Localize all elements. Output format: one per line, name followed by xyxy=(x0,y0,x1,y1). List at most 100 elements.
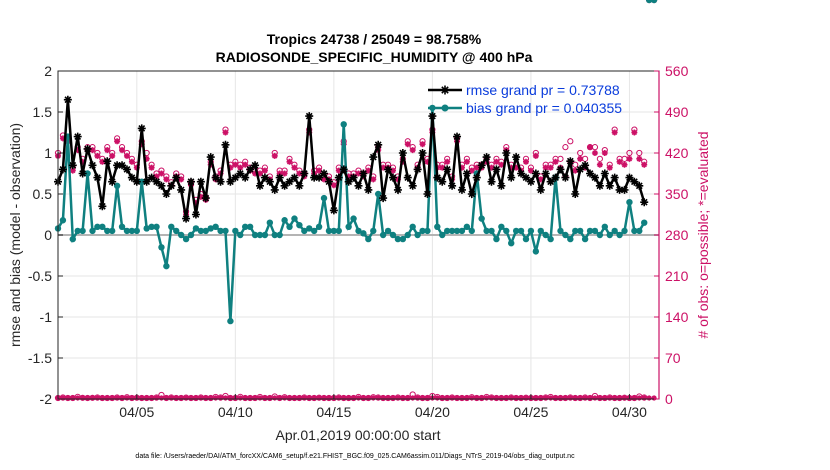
obs-evaluated-point xyxy=(616,158,623,165)
bias-point xyxy=(330,227,338,235)
rmse-point xyxy=(98,202,107,211)
obs-bottom-evaluated-point xyxy=(158,395,165,401)
rmse-point xyxy=(457,185,466,194)
obs-bottom-evaluated-point xyxy=(291,395,298,401)
obs-possible-point xyxy=(577,149,584,157)
obs-bottom-evaluated-point xyxy=(587,395,593,401)
rmse-point xyxy=(433,173,442,182)
bias-point xyxy=(286,223,293,230)
bias-point xyxy=(182,235,190,243)
bias-point xyxy=(306,225,313,232)
obs-bottom-evaluated-point xyxy=(469,395,475,401)
obs-bottom-evaluated-point xyxy=(464,395,470,401)
obs-bottom-evaluated-point xyxy=(168,395,174,401)
obs-evaluated-point xyxy=(306,129,313,136)
bias-point xyxy=(483,227,490,235)
bias-point xyxy=(463,223,471,230)
obs-bottom-evaluated-point xyxy=(400,395,406,401)
rmse-point xyxy=(88,161,97,170)
bias-point xyxy=(443,227,451,235)
bias-point xyxy=(246,223,254,230)
obs-evaluated-point xyxy=(537,176,544,183)
obs-evaluated-point xyxy=(114,138,121,145)
obs-evaluated-point xyxy=(94,152,101,159)
obs-bottom-evaluated-point xyxy=(84,395,91,401)
x-tick-label: 04/05 xyxy=(119,404,154,420)
bias-point xyxy=(74,227,81,235)
obs-bottom-evaluated-point xyxy=(272,395,278,401)
obs-evaluated-point xyxy=(394,176,401,183)
bias-point xyxy=(542,231,549,239)
obs-evaluated-point xyxy=(458,164,465,171)
bias-point xyxy=(256,231,264,239)
bias-point xyxy=(345,223,352,230)
obs-evaluated-point xyxy=(631,129,638,136)
rmse-point xyxy=(339,165,348,174)
bias-point xyxy=(163,262,170,270)
rmse-point xyxy=(531,169,540,178)
obs-bottom-evaluated-point xyxy=(257,395,263,401)
rmse-point xyxy=(315,173,324,182)
obs-bottom-evaluated-point xyxy=(533,395,539,401)
bias-point xyxy=(237,231,244,239)
rmse-point xyxy=(625,173,634,182)
bias-point xyxy=(173,227,180,235)
obs-bottom-evaluated-point xyxy=(390,395,396,401)
obs-evaluated-point xyxy=(163,176,170,183)
y-tick-label: 1.5 xyxy=(33,104,53,120)
y-tick-label: 0.5 xyxy=(33,186,53,202)
rmse-point xyxy=(384,165,393,174)
rmse-point xyxy=(177,185,186,194)
obs-evaluated-point xyxy=(389,167,396,174)
rmse-point xyxy=(393,185,402,194)
obs-evaluated-point xyxy=(345,173,352,180)
obs-bottom-evaluated-point xyxy=(119,395,125,401)
obs-bottom-evaluated-point xyxy=(178,395,184,401)
rmse-point xyxy=(206,153,215,162)
obs-evaluated-point xyxy=(621,161,628,168)
legend-bias-marker xyxy=(441,104,449,112)
obs-bottom-evaluated-point xyxy=(355,395,362,401)
legend: rmse grand pr = 0.73788 bias grand pr = … xyxy=(428,82,622,116)
obs-bottom-evaluated-point xyxy=(208,395,214,401)
obs-bottom-evaluated-point xyxy=(360,395,367,401)
obs-evaluated-point xyxy=(291,164,298,171)
obs-evaluated-point xyxy=(252,170,259,177)
bias-point xyxy=(350,215,357,222)
y-right-tick-label: 70 xyxy=(665,350,681,366)
obs-evaluated-point xyxy=(611,129,618,136)
obs-evaluated-point xyxy=(104,147,111,154)
x-tick-label: 04/15 xyxy=(316,404,351,420)
obs-bottom-evaluated-point xyxy=(198,395,204,401)
bias-point xyxy=(572,227,579,235)
obs-evaluated-point xyxy=(123,152,130,159)
obs-bottom-evaluated-point xyxy=(508,395,514,401)
rmse-point xyxy=(369,153,378,162)
obs-bottom-evaluated-point xyxy=(518,395,524,401)
obs-bottom-evaluated-point xyxy=(286,395,293,401)
obs-bottom-evaluated-point xyxy=(365,395,371,401)
rmse-point xyxy=(221,140,230,149)
y-right-tick-label: 140 xyxy=(665,309,689,325)
obs-bottom-evaluated-point xyxy=(552,395,559,401)
obs-bottom-evaluated-point xyxy=(277,395,283,401)
obs-evaluated-point xyxy=(463,158,470,165)
bias-point xyxy=(650,0,658,4)
rmse-point xyxy=(566,157,575,166)
rmse-point xyxy=(610,173,619,182)
rmse-point xyxy=(241,173,250,182)
rmse-point xyxy=(118,161,127,170)
obs-bottom-evaluated-point xyxy=(444,395,450,401)
bias-point xyxy=(315,223,323,230)
rmse-point xyxy=(83,144,92,153)
rmse-point xyxy=(398,149,407,157)
obs-bottom-evaluated-point xyxy=(144,395,150,401)
obs-evaluated-point xyxy=(335,167,342,174)
obs-bottom-evaluated-point xyxy=(454,395,460,401)
obs-evaluated-point xyxy=(321,176,328,183)
bias-point xyxy=(601,223,609,230)
obs-bottom-evaluated-point xyxy=(380,395,386,401)
bias-point xyxy=(448,227,456,235)
bias-point xyxy=(241,223,249,230)
